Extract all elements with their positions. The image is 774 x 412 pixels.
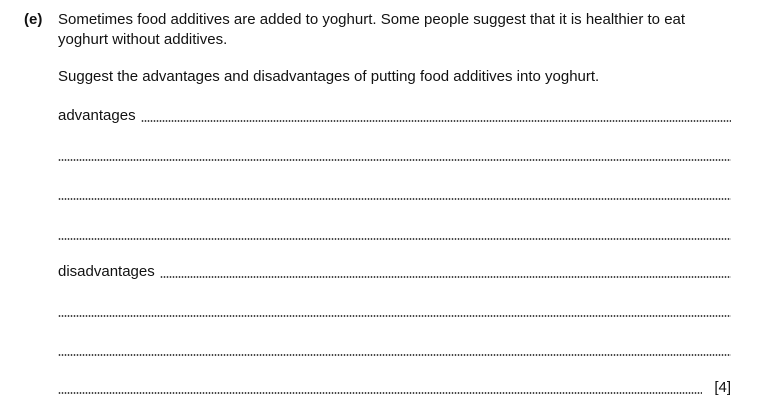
disadvantages-answer-line-1[interactable]: disadvantages	[58, 262, 731, 282]
advantages-answer-line-4[interactable]	[58, 224, 731, 244]
disadvantages-answer-line-3[interactable]	[58, 340, 731, 360]
question-prompt: Suggest the advantages and disadvantages…	[58, 68, 600, 85]
dotted-line	[58, 392, 703, 394]
question-stem: Sometimes food additives are added to yo…	[58, 11, 686, 48]
marks-allocation: [4]	[714, 379, 731, 396]
dotted-line	[58, 238, 731, 240]
disadvantages-label: disadvantages	[58, 263, 155, 280]
advantages-answer-line-2[interactable]	[58, 145, 731, 165]
disadvantages-answer-line-2[interactable]	[58, 301, 731, 321]
question-label: (e)	[24, 11, 43, 28]
advantages-answer-line-3[interactable]	[58, 184, 731, 204]
dotted-line	[58, 354, 731, 356]
dotted-line	[58, 315, 731, 317]
dotted-line	[58, 159, 731, 161]
dotted-line	[58, 198, 731, 200]
advantages-answer-line-1[interactable]: advantages	[58, 106, 731, 126]
dotted-line	[159, 276, 731, 278]
advantages-label: advantages	[58, 107, 136, 124]
disadvantages-answer-line-4[interactable]: [4]	[58, 378, 731, 398]
dotted-line	[140, 120, 731, 122]
